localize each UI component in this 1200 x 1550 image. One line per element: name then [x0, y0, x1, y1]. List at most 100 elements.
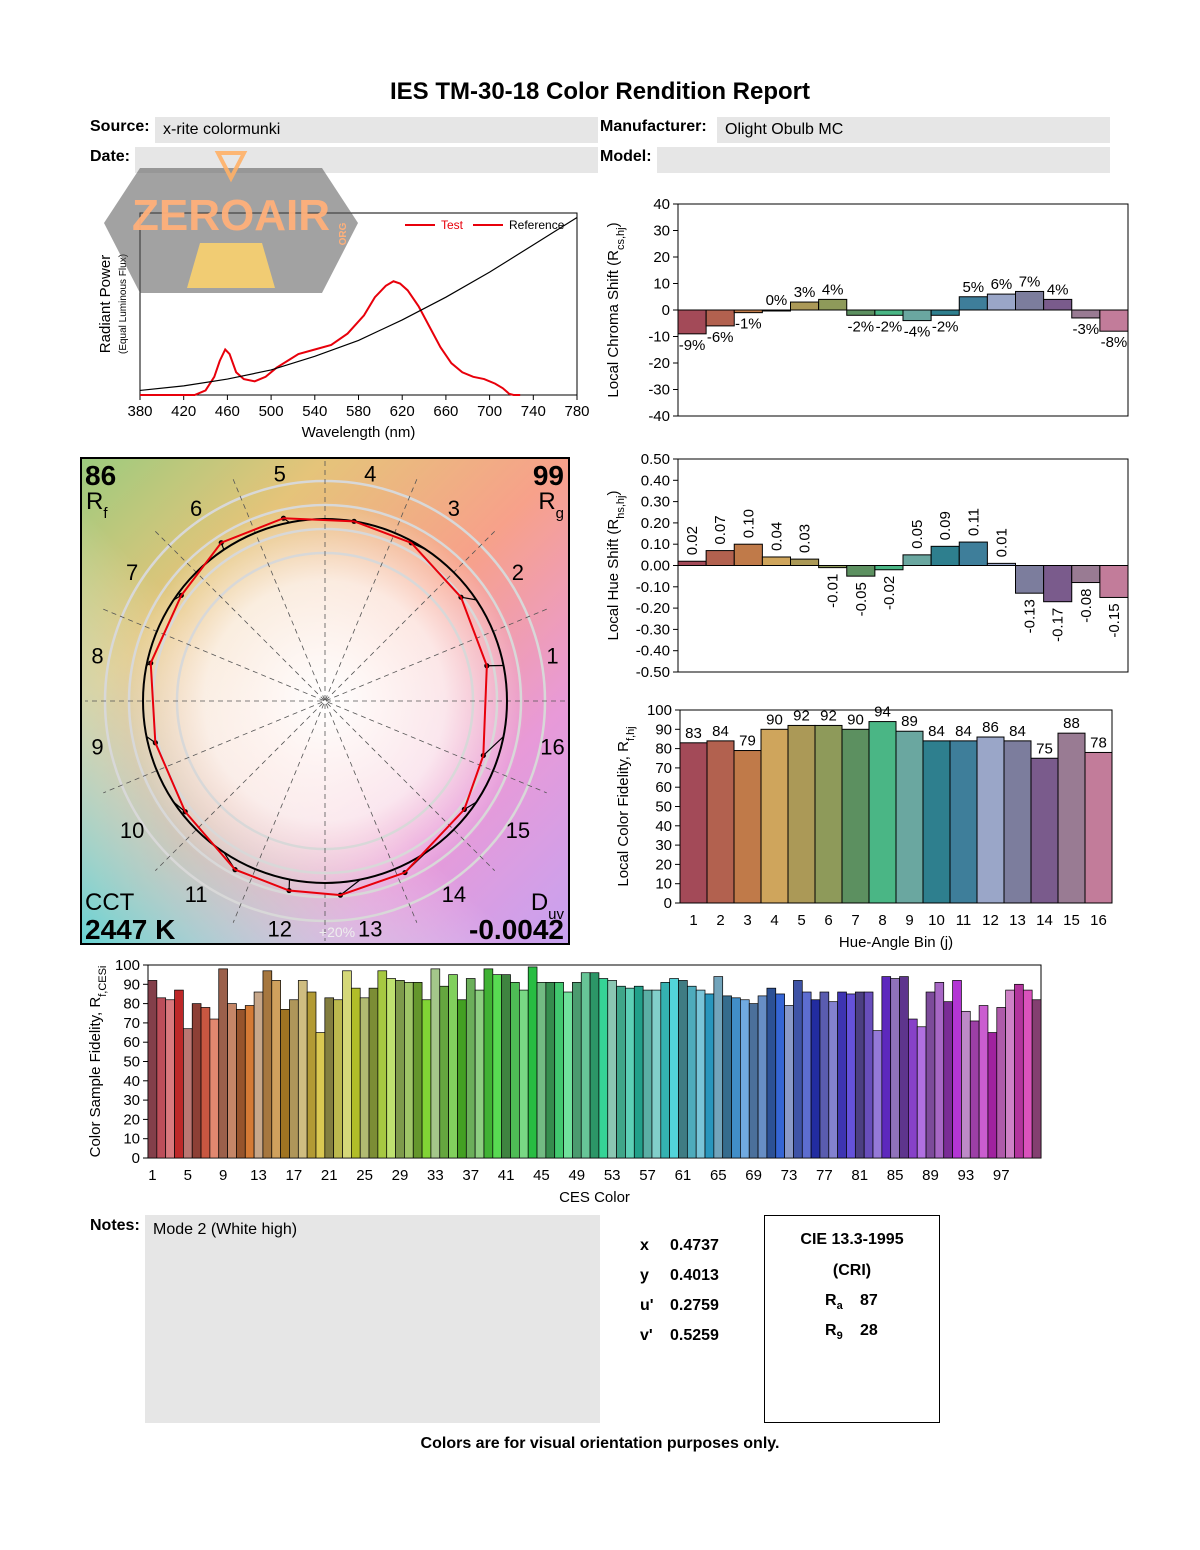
- x-tick-label: 81: [851, 1167, 868, 1184]
- ces-bar-28: [386, 978, 396, 1159]
- ring-label: +20%: [319, 924, 355, 940]
- y-tick-label: 0.00: [641, 558, 670, 575]
- ces-bar-56: [633, 985, 644, 1159]
- bar-value-label: 75: [1036, 740, 1053, 757]
- bin-label-14: 14: [442, 882, 466, 907]
- ces-bar-58: [651, 989, 662, 1159]
- bar-bin-5: [787, 724, 816, 904]
- ces-bar-40: [492, 974, 503, 1159]
- rf-label: Rf: [86, 488, 108, 522]
- x-tick-label: 13: [1009, 912, 1026, 929]
- ces-bar-8: [209, 1018, 220, 1159]
- ces-bar-10: [227, 1003, 237, 1159]
- bar-value-label: 84: [1009, 723, 1026, 740]
- x-axis-label: CES Color: [559, 1189, 630, 1205]
- ces-bar-81: [854, 991, 865, 1159]
- u-prime-label: u': [640, 1297, 654, 1314]
- y-tick-label: -10: [648, 329, 670, 346]
- bar-bin-7: [841, 728, 870, 904]
- ces-bar-32: [421, 999, 432, 1159]
- spd-x-tick-label: 740: [521, 403, 546, 420]
- bin-label-1: 1: [546, 644, 558, 669]
- u-prime-value: 0.2759: [670, 1297, 719, 1314]
- x-tick-label: 77: [816, 1167, 833, 1184]
- x-tick-label: 15: [1063, 912, 1080, 929]
- footer-note: Colors are for visual orientation purpos…: [420, 1435, 780, 1452]
- ces-bar-99: [1014, 983, 1024, 1159]
- ces-bar-50: [580, 972, 591, 1159]
- bar-value-label: -6%: [707, 329, 734, 346]
- ces-bar-90: [934, 982, 945, 1159]
- y-tick-label: 0.10: [641, 536, 670, 553]
- notes-text: Mode 2 (White high): [153, 1221, 298, 1238]
- bar-bin-8: [874, 309, 904, 316]
- ces-bar-19: [306, 991, 317, 1159]
- bar-value-label: -0.01: [825, 574, 842, 608]
- spd-y-axis-sublabel: (Equal Luminous Flux): [118, 254, 129, 354]
- x-tick-label: 33: [427, 1167, 444, 1184]
- bar-value-label: 79: [739, 733, 756, 750]
- bar-bin-5: [790, 558, 820, 567]
- bar-value-label: 0.03: [797, 524, 814, 553]
- y-tick-label: 0: [664, 895, 672, 912]
- bar-bin-1: [677, 309, 707, 335]
- bin-label-13: 13: [358, 917, 382, 942]
- bar-value-label: -3%: [1072, 321, 1099, 338]
- cri-title: CIE 13.3-1995: [800, 1231, 904, 1248]
- x-tick-label: 41: [498, 1167, 515, 1184]
- y-tick-label: 40: [123, 1073, 140, 1090]
- x-tick-label: 17: [286, 1167, 303, 1184]
- ces-bar-62: [686, 985, 697, 1159]
- duv-label: Duv: [531, 889, 565, 923]
- bar-value-label: -0.02: [881, 576, 898, 610]
- y-tick-label: 0.30: [641, 494, 670, 511]
- bin-divider: [103, 608, 547, 794]
- x-tick-label: 25: [356, 1167, 373, 1184]
- r9-value: 28: [860, 1322, 878, 1339]
- ces-bar-25: [359, 997, 370, 1159]
- ces-bar-91: [943, 1001, 953, 1159]
- spd-x-tick-label: 380: [127, 403, 152, 420]
- ces-bar-70: [757, 995, 768, 1159]
- ces-bar-61: [678, 980, 688, 1159]
- bar-bin-12: [986, 293, 1016, 311]
- ces-bar-65: [713, 976, 724, 1159]
- bar-bin-12: [976, 736, 1005, 904]
- bar-value-label: 0.09: [937, 511, 954, 540]
- y-tick-label: 30: [655, 837, 672, 854]
- rg-value: 99: [533, 460, 564, 491]
- bar-bin-16: [1099, 565, 1129, 598]
- ces-bar-77: [819, 991, 830, 1159]
- bin-divider: [232, 479, 418, 923]
- x-tick-label: 65: [710, 1167, 727, 1184]
- bar-bin-16: [1099, 309, 1129, 332]
- x-tick-label: 10: [928, 912, 945, 929]
- ces-bar-31: [412, 982, 423, 1159]
- bar-bin-13: [1003, 740, 1032, 904]
- bar-bin-10: [930, 309, 960, 316]
- ces-bar-42: [510, 982, 520, 1159]
- bar-bin-4: [760, 728, 789, 904]
- bin-label-12: 12: [267, 917, 291, 942]
- bar-value-label: -9%: [679, 337, 706, 354]
- x-tick-label: 1: [148, 1167, 156, 1184]
- bin-label-5: 5: [274, 461, 286, 486]
- x-tick-label: 9: [219, 1167, 227, 1184]
- bar-bin-7: [846, 309, 876, 316]
- bin-divider: [155, 531, 495, 871]
- rg-label: Rg: [538, 488, 564, 522]
- ces-bar-44: [527, 966, 538, 1159]
- y-tick-label: 40: [653, 196, 670, 213]
- watermark-subtext: ORG: [338, 222, 349, 245]
- ces-bar-24: [351, 987, 361, 1159]
- spd-legend-test: Test: [441, 218, 464, 232]
- bar-value-label: 94: [874, 704, 891, 721]
- ces-bar-11: [236, 1009, 246, 1159]
- bar-value-label: 4%: [822, 281, 844, 298]
- bar-value-label: 84: [928, 723, 945, 740]
- ces-bar-33: [430, 968, 441, 1159]
- x-tick-label: 5: [797, 912, 805, 929]
- y-tick-label: 0.50: [641, 451, 670, 468]
- r9-label: R9: [825, 1322, 843, 1343]
